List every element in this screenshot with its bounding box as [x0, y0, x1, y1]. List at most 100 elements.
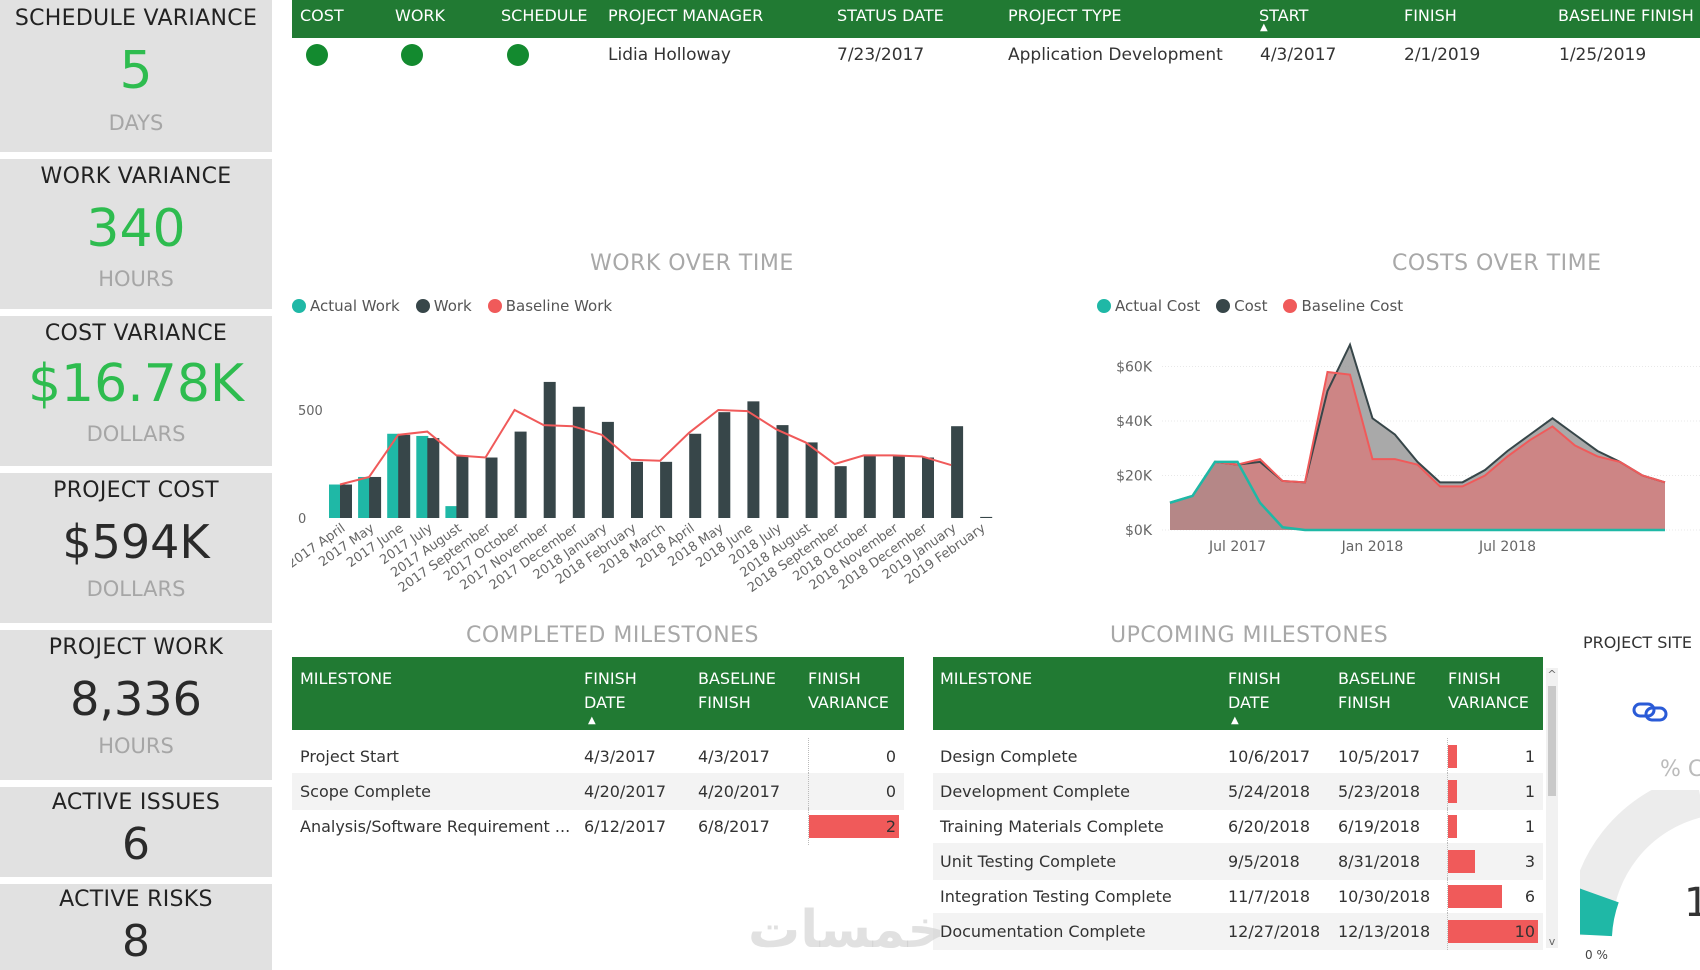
finish-variance-cell: 1 [1447, 738, 1543, 775]
variance-value: 1 [1524, 782, 1535, 801]
col-header-milestone[interactable]: MILESTONE [300, 669, 393, 688]
table-row[interactable]: Development Complete 5/24/2018 5/23/2018 1 [933, 773, 1543, 810]
legend-dot-icon [1283, 299, 1298, 313]
scroll-up-icon[interactable]: ^ [1547, 668, 1557, 681]
col-header-baseline-finish[interactable]: BASELINE FINISH [698, 669, 776, 712]
finish-variance-cell: 2 [808, 808, 904, 845]
milestone-name: Training Materials Complete [940, 817, 1164, 836]
bar-work [543, 381, 556, 518]
kpi-label: WORK VARIANCE [40, 164, 232, 189]
kpi-cost-variance[interactable]: COST VARIANCE $16.78K DOLLARS [0, 316, 272, 466]
bar-actual-work [329, 484, 341, 518]
col-header-finish-date[interactable]: FINISH DATE [584, 669, 637, 712]
legend-item-actual-work[interactable]: Actual Work [292, 297, 400, 315]
table-row[interactable]: Design Complete 10/6/2017 10/5/2017 1 [933, 738, 1543, 775]
kpi-unit: HOURS [98, 267, 174, 291]
finish-variance-cell: 1 [1447, 773, 1543, 810]
bar-work [834, 466, 847, 518]
table-row[interactable]: Unit Testing Complete 9/5/2018 8/31/2018 3 [933, 843, 1543, 880]
kpi-project-cost[interactable]: PROJECT COST $594K DOLLARS [0, 473, 272, 623]
line-baseline-work [339, 408, 952, 486]
kpi-value: 340 [86, 199, 186, 259]
scroll-thumb[interactable] [1548, 686, 1556, 796]
variance-value: 1 [1524, 817, 1535, 836]
bar-work [456, 455, 469, 518]
variance-bar [1448, 850, 1475, 873]
col-header-status-date[interactable]: STATUS DATE [837, 6, 944, 25]
kpi-work-variance[interactable]: WORK VARIANCE 340 HOURS [0, 159, 272, 309]
link-icon[interactable] [1632, 698, 1670, 726]
legend-item-baseline-cost[interactable]: Baseline Cost [1283, 297, 1403, 315]
legend-item-actual-cost[interactable]: Actual Cost [1097, 297, 1200, 315]
kpi-label: COST VARIANCE [44, 321, 228, 346]
legend-label: Cost [1234, 297, 1268, 315]
variance-value: 0 [885, 747, 896, 766]
finish-date: 6/12/2017 [584, 817, 667, 836]
y-tick-label: 500 [298, 404, 323, 419]
col-header-finish-variance[interactable]: FINISH VARIANCE [1448, 669, 1529, 712]
legend-dot-icon [292, 299, 306, 313]
variance-value: 1 [1524, 747, 1535, 766]
kpi-active-issues[interactable]: ACTIVE ISSUES 6 [0, 787, 272, 877]
kpi-project-work[interactable]: PROJECT WORK 8,336 HOURS [0, 630, 272, 780]
finish-value: 2/1/2019 [1404, 45, 1481, 65]
area-actual-cost [1170, 461, 1665, 530]
table-row[interactable]: Scope Complete 4/20/2017 4/20/2017 0 [292, 773, 904, 810]
x-tick-label: Jan 2018 [1341, 539, 1404, 555]
kpi-unit: DAYS [108, 111, 164, 135]
summary-header: COST WORK SCHEDULE PROJECT MANAGER STATU… [292, 0, 1700, 38]
upcoming-milestones-scrollbar[interactable]: ^ v [1546, 668, 1558, 948]
schedule-status-indicator [507, 44, 529, 66]
legend-item-cost[interactable]: Cost [1216, 297, 1267, 315]
col-header-finish-date[interactable]: FINISH DATE [1228, 669, 1281, 712]
col-header-start[interactable]: START [1259, 6, 1309, 25]
legend-item-baseline-work[interactable]: Baseline Work [487, 297, 612, 315]
col-header-cost[interactable]: COST [300, 6, 344, 25]
milestone-name: Development Complete [940, 782, 1130, 801]
kpi-unit: HOURS [98, 734, 174, 758]
table-row[interactable]: Integration Testing Complete 11/7/2018 10/… [933, 878, 1543, 915]
bar-work [398, 434, 411, 518]
col-header-baseline-finish[interactable]: BASELINE FINISH [1558, 6, 1694, 25]
y-tick-label: $0K [1125, 523, 1153, 539]
col-header-work[interactable]: WORK [395, 6, 446, 25]
col-header-finish-variance[interactable]: FINISH VARIANCE [808, 669, 889, 712]
kpi-value: $16.78K [27, 354, 245, 414]
col-header-milestone[interactable]: MILESTONE [940, 669, 1033, 688]
milestone-name: Project Start [300, 747, 399, 766]
col-header-finish[interactable]: FINISH [1404, 6, 1457, 25]
col-header-baseline-finish[interactable]: BASELINE FINISH [1338, 669, 1416, 712]
bar-work [863, 455, 876, 518]
col-header-project-manager[interactable]: PROJECT MANAGER [608, 6, 764, 25]
line-baseline-cost [1169, 370, 1666, 504]
upcoming-milestones-title: UPCOMING MILESTONES [1110, 623, 1389, 648]
kpi-schedule-variance[interactable]: SCHEDULE VARIANCE 5 DAYS [0, 0, 272, 152]
kpi-label: PROJECT WORK [48, 635, 224, 660]
legend-item-work[interactable]: Work [415, 297, 472, 315]
project-manager-value: Lidia Holloway [608, 45, 731, 65]
baseline-finish: 8/31/2018 [1338, 852, 1421, 871]
kpi-active-risks[interactable]: ACTIVE RISKS 8 [0, 884, 272, 970]
kpi-value: 8,336 [70, 672, 202, 726]
percent-complete-label: % C [1660, 757, 1700, 782]
table-row[interactable]: Documentation Complete 12/27/2018 12/13/20… [933, 913, 1543, 950]
table-row[interactable]: Project Start 4/3/2017 4/3/2017 0 [292, 738, 904, 775]
baseline-finish-value: 1/25/2019 [1559, 45, 1647, 65]
upcoming-milestones-table: MILESTONE FINISH DATE ▲ BASELINE FINISH … [933, 657, 1543, 970]
baseline-finish: 4/3/2017 [698, 747, 770, 766]
table-row[interactable]: Analysis/Software Requirement ... 6/12/20… [292, 808, 904, 845]
area-baseline-cost [1170, 371, 1665, 530]
baseline-finish: 10/5/2017 [1338, 747, 1421, 766]
legend-dot-icon [1097, 299, 1111, 313]
col-header-schedule[interactable]: SCHEDULE [501, 6, 588, 25]
table-row[interactable]: Training Materials Complete 6/20/2018 6/19… [933, 808, 1543, 845]
scroll-down-icon[interactable]: v [1548, 935, 1556, 948]
watermark-logo: خمسات [748, 900, 946, 960]
line-cost [1169, 341, 1666, 504]
x-tick-label: Jul 2017 [1208, 539, 1266, 555]
gauge-fill [1580, 888, 1619, 937]
col-header-project-type[interactable]: PROJECT TYPE [1008, 6, 1122, 25]
finish-date: 10/6/2017 [1228, 747, 1311, 766]
